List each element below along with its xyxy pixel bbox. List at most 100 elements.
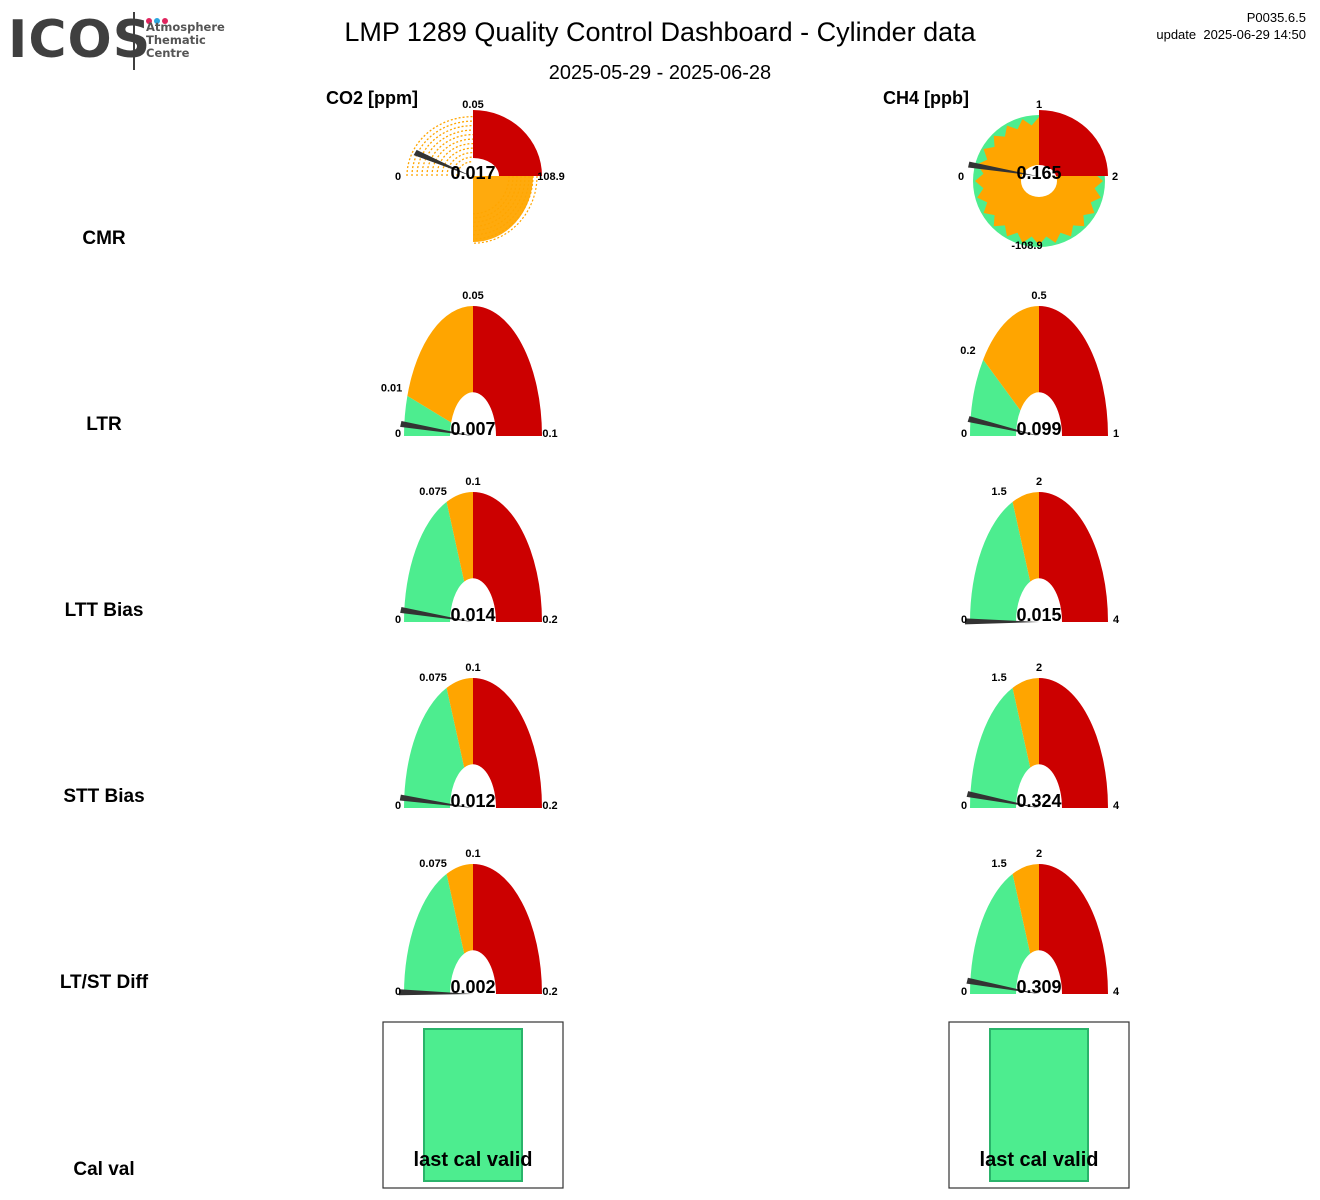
gauge-band-orange <box>406 115 474 177</box>
gauge-tick-label: 0.2 <box>542 614 557 626</box>
gauge-tick-label: 2 <box>1036 476 1042 488</box>
gauge-value: 0.165 <box>1016 163 1061 183</box>
gauge-value: 0.007 <box>450 419 495 439</box>
gauge-tick-label: 0.075 <box>419 486 447 498</box>
gauge-tick-label: 0.2 <box>542 986 557 998</box>
gauge-tick-label: 2 <box>1112 171 1118 183</box>
row-label-ltr: LTR <box>86 414 122 435</box>
gauge-tick-label: 2 <box>1036 662 1042 674</box>
gauge-band-green <box>404 873 465 994</box>
date-range: 2025-05-29 - 2025-06-28 <box>548 62 772 84</box>
gauge-band-red <box>1039 492 1108 622</box>
gauge-band-orange <box>446 678 473 768</box>
gauge-band-green <box>404 501 465 622</box>
gauge-tick-label: 1.5 <box>991 858 1006 870</box>
gauge-value: 0.099 <box>1016 419 1061 439</box>
gauge-tick-label: 0 <box>395 428 401 440</box>
gauge-band-red <box>473 678 542 808</box>
gauge-band-orange <box>431 138 474 177</box>
gauge-needle <box>966 791 1039 808</box>
icos-logo: ICOS Atmosphere Thematic Centre <box>6 8 226 74</box>
gauge-needle <box>964 618 1039 625</box>
gauge-tick-label: 0 <box>395 614 401 626</box>
gauge-tick-label: 0 <box>961 986 967 998</box>
gauge-band-green <box>970 687 1031 808</box>
gauge-tick-label: 0.5 <box>1031 290 1046 302</box>
logo-dot <box>154 18 160 24</box>
status-label: last cal valid <box>980 1149 1099 1171</box>
gauge-band-red <box>473 492 542 622</box>
gauge-needle <box>968 161 1037 176</box>
gauge-band-orange <box>472 175 538 244</box>
gauge-band-orange <box>472 175 522 227</box>
gauge-tick-label: 1.5 <box>991 486 1006 498</box>
gauge-band-orange <box>407 306 473 423</box>
gauge-band-orange <box>472 175 518 223</box>
gauge-tick-label: 2 <box>1036 848 1042 860</box>
gauge-band-orange <box>472 175 534 240</box>
gauge-band-orange <box>1012 492 1039 582</box>
page-title: LMP 1289 Quality Control Dashboard - Cyl… <box>344 17 976 47</box>
gauge-band-red <box>1039 678 1108 808</box>
gauge-band-orange <box>426 133 474 177</box>
gauge-band-orange <box>421 129 474 177</box>
gauge-band-red <box>473 110 542 176</box>
gauge-tick-label: 0 <box>395 800 401 812</box>
gauge-band-red <box>473 306 542 436</box>
gauge-value: 0.014 <box>450 605 495 625</box>
gauge-tick-label: 1 <box>1113 428 1119 440</box>
gauge-needle <box>413 149 471 176</box>
gauge-tick-label: 0.2 <box>960 345 975 357</box>
gauge-value: 0.324 <box>1016 791 1061 811</box>
row-label-lt-st-diff: LT/ST Diff <box>59 972 149 993</box>
gauge-band-green <box>970 359 1021 436</box>
gauge-tick-label: 0.05 <box>462 290 483 302</box>
gauge-tick-label: 0.1 <box>465 476 480 488</box>
logo-subtitle: Atmosphere Thematic Centre <box>146 20 225 60</box>
gauge-band-orange <box>472 175 526 232</box>
status-indicator <box>423 1028 523 1182</box>
gauge-band-red <box>1039 110 1108 176</box>
status-label: last cal valid <box>414 1149 533 1171</box>
row-label-cal-val: Cal val <box>73 1159 135 1180</box>
gauge-tick-label: -108.9 <box>1011 240 1042 252</box>
update-timestamp: update 2025-06-29 14:50 <box>1156 27 1306 42</box>
column-header-co2: CO2 [ppm] <box>326 88 418 108</box>
version-label: P0035.6.5 <box>1246 10 1306 25</box>
gauge-tick-label: 108.9 <box>537 171 565 183</box>
gauge-band-orange <box>456 160 474 177</box>
gauge-tick-label: 4 <box>1113 986 1120 998</box>
gauge-tick-label: 0.01 <box>381 383 402 395</box>
gauge-value: 0.012 <box>450 791 495 811</box>
gauge-hub <box>473 158 499 176</box>
gauge-tick-label: 0.075 <box>419 672 447 684</box>
gauge-tick-label: 0 <box>395 986 401 998</box>
gauge-needle <box>400 606 473 622</box>
gauge-value: 0.017 <box>450 163 495 183</box>
gauge-tick-label: 0.05 <box>462 99 483 111</box>
gauge-band-red <box>1039 306 1108 436</box>
gauge-value: 0.015 <box>1016 605 1061 625</box>
gauge-band-green <box>403 687 465 808</box>
gauge-band-red <box>473 864 542 994</box>
gauge-tick-label: 0 <box>958 171 964 183</box>
logo-dot <box>146 18 152 24</box>
gauge-tick-label: 0.1 <box>542 428 557 440</box>
gauge-band-orange <box>472 175 514 219</box>
gauge-band-green <box>970 873 1031 994</box>
gauge-tick-label: 0.2 <box>542 800 557 812</box>
gauge-tick-label: 0 <box>961 800 967 812</box>
gauge-needle <box>400 420 473 436</box>
gauge-band-orange <box>436 142 474 177</box>
row-label-stt-bias: STT Bias <box>63 786 145 807</box>
gauge-band-orange <box>441 147 474 177</box>
gauge-tick-label: 0.1 <box>465 848 480 860</box>
gauge-value: 0.309 <box>1016 977 1061 997</box>
status-indicator <box>989 1028 1089 1182</box>
gauge-band-orange <box>472 175 530 236</box>
gauge-band-orange <box>446 864 473 954</box>
gauge-tick-label: 0.1 <box>465 662 480 674</box>
column-header-ch4: CH4 [ppb] <box>883 88 969 108</box>
row-label-ltt-bias: LTT Bias <box>64 600 144 621</box>
